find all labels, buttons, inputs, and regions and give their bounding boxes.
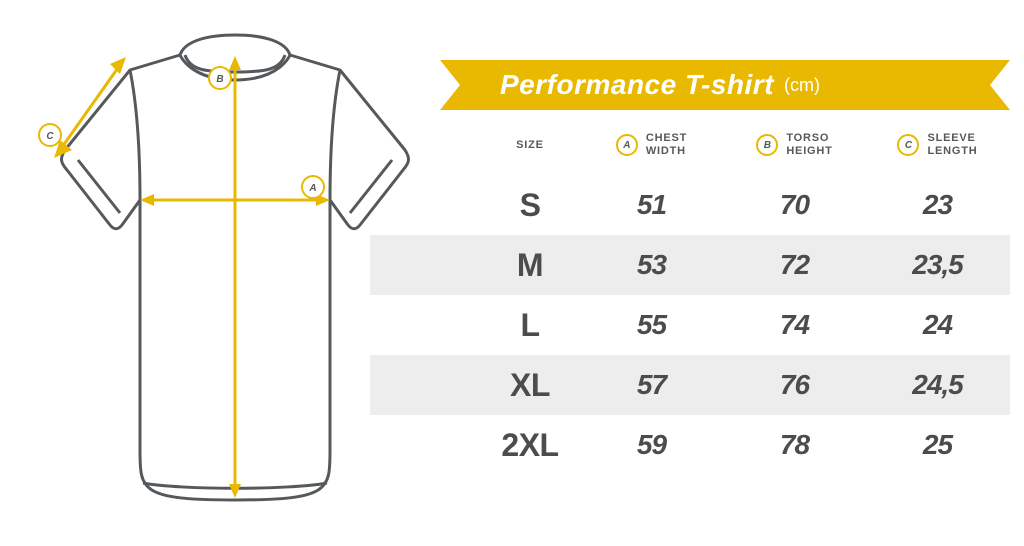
value-cell: 59 — [580, 429, 723, 461]
marker-c: C — [39, 124, 61, 146]
value-cell: 70 — [723, 189, 866, 221]
table-row: S517023 — [370, 175, 1010, 235]
header-sleeve: C SLEEVELENGTH — [866, 132, 1009, 157]
svg-text:A: A — [308, 183, 316, 194]
size-cell: 2XL — [480, 427, 580, 464]
marker-b: B — [209, 67, 231, 89]
marker-a: A — [302, 176, 324, 198]
value-cell: 55 — [580, 309, 723, 341]
value-cell: 72 — [723, 249, 866, 281]
badge-b-icon: B — [756, 134, 778, 156]
table-header: SIZE A CHESTWIDTH B TORSOHEIGHT C SLEEVE… — [480, 120, 1010, 170]
size-cell: S — [480, 187, 580, 224]
header-chest: A CHESTWIDTH — [580, 132, 723, 157]
value-cell: 23 — [866, 189, 1009, 221]
value-cell: 57 — [580, 369, 723, 401]
value-cell: 24 — [866, 309, 1009, 341]
value-cell: 76 — [723, 369, 866, 401]
header-torso: B TORSOHEIGHT — [723, 132, 866, 157]
size-chart: B A C Performance T-shirt (cm) SIZE A CH… — [0, 0, 1024, 546]
svg-text:C: C — [46, 131, 54, 142]
badge-c-icon: C — [897, 134, 919, 156]
banner-title: Performance T-shirt — [500, 69, 774, 101]
header-size: SIZE — [516, 139, 544, 152]
value-cell: 23,5 — [866, 249, 1009, 281]
size-cell: XL — [480, 367, 580, 404]
badge-a-icon: A — [616, 134, 638, 156]
table-row: L557424 — [370, 295, 1010, 355]
size-cell: M — [480, 247, 580, 284]
value-cell: 25 — [866, 429, 1009, 461]
table-row: M537223,5 — [370, 235, 1010, 295]
banner-unit: (cm) — [784, 75, 820, 96]
value-cell: 24,5 — [866, 369, 1009, 401]
value-cell: 53 — [580, 249, 723, 281]
value-cell: 78 — [723, 429, 866, 461]
table-row: 2XL597825 — [370, 415, 1010, 475]
table-row: XL577624,5 — [370, 355, 1010, 415]
svg-text:B: B — [216, 74, 223, 85]
title-banner: Performance T-shirt (cm) — [440, 60, 1020, 110]
size-cell: L — [480, 307, 580, 344]
value-cell: 51 — [580, 189, 723, 221]
value-cell: 74 — [723, 309, 866, 341]
